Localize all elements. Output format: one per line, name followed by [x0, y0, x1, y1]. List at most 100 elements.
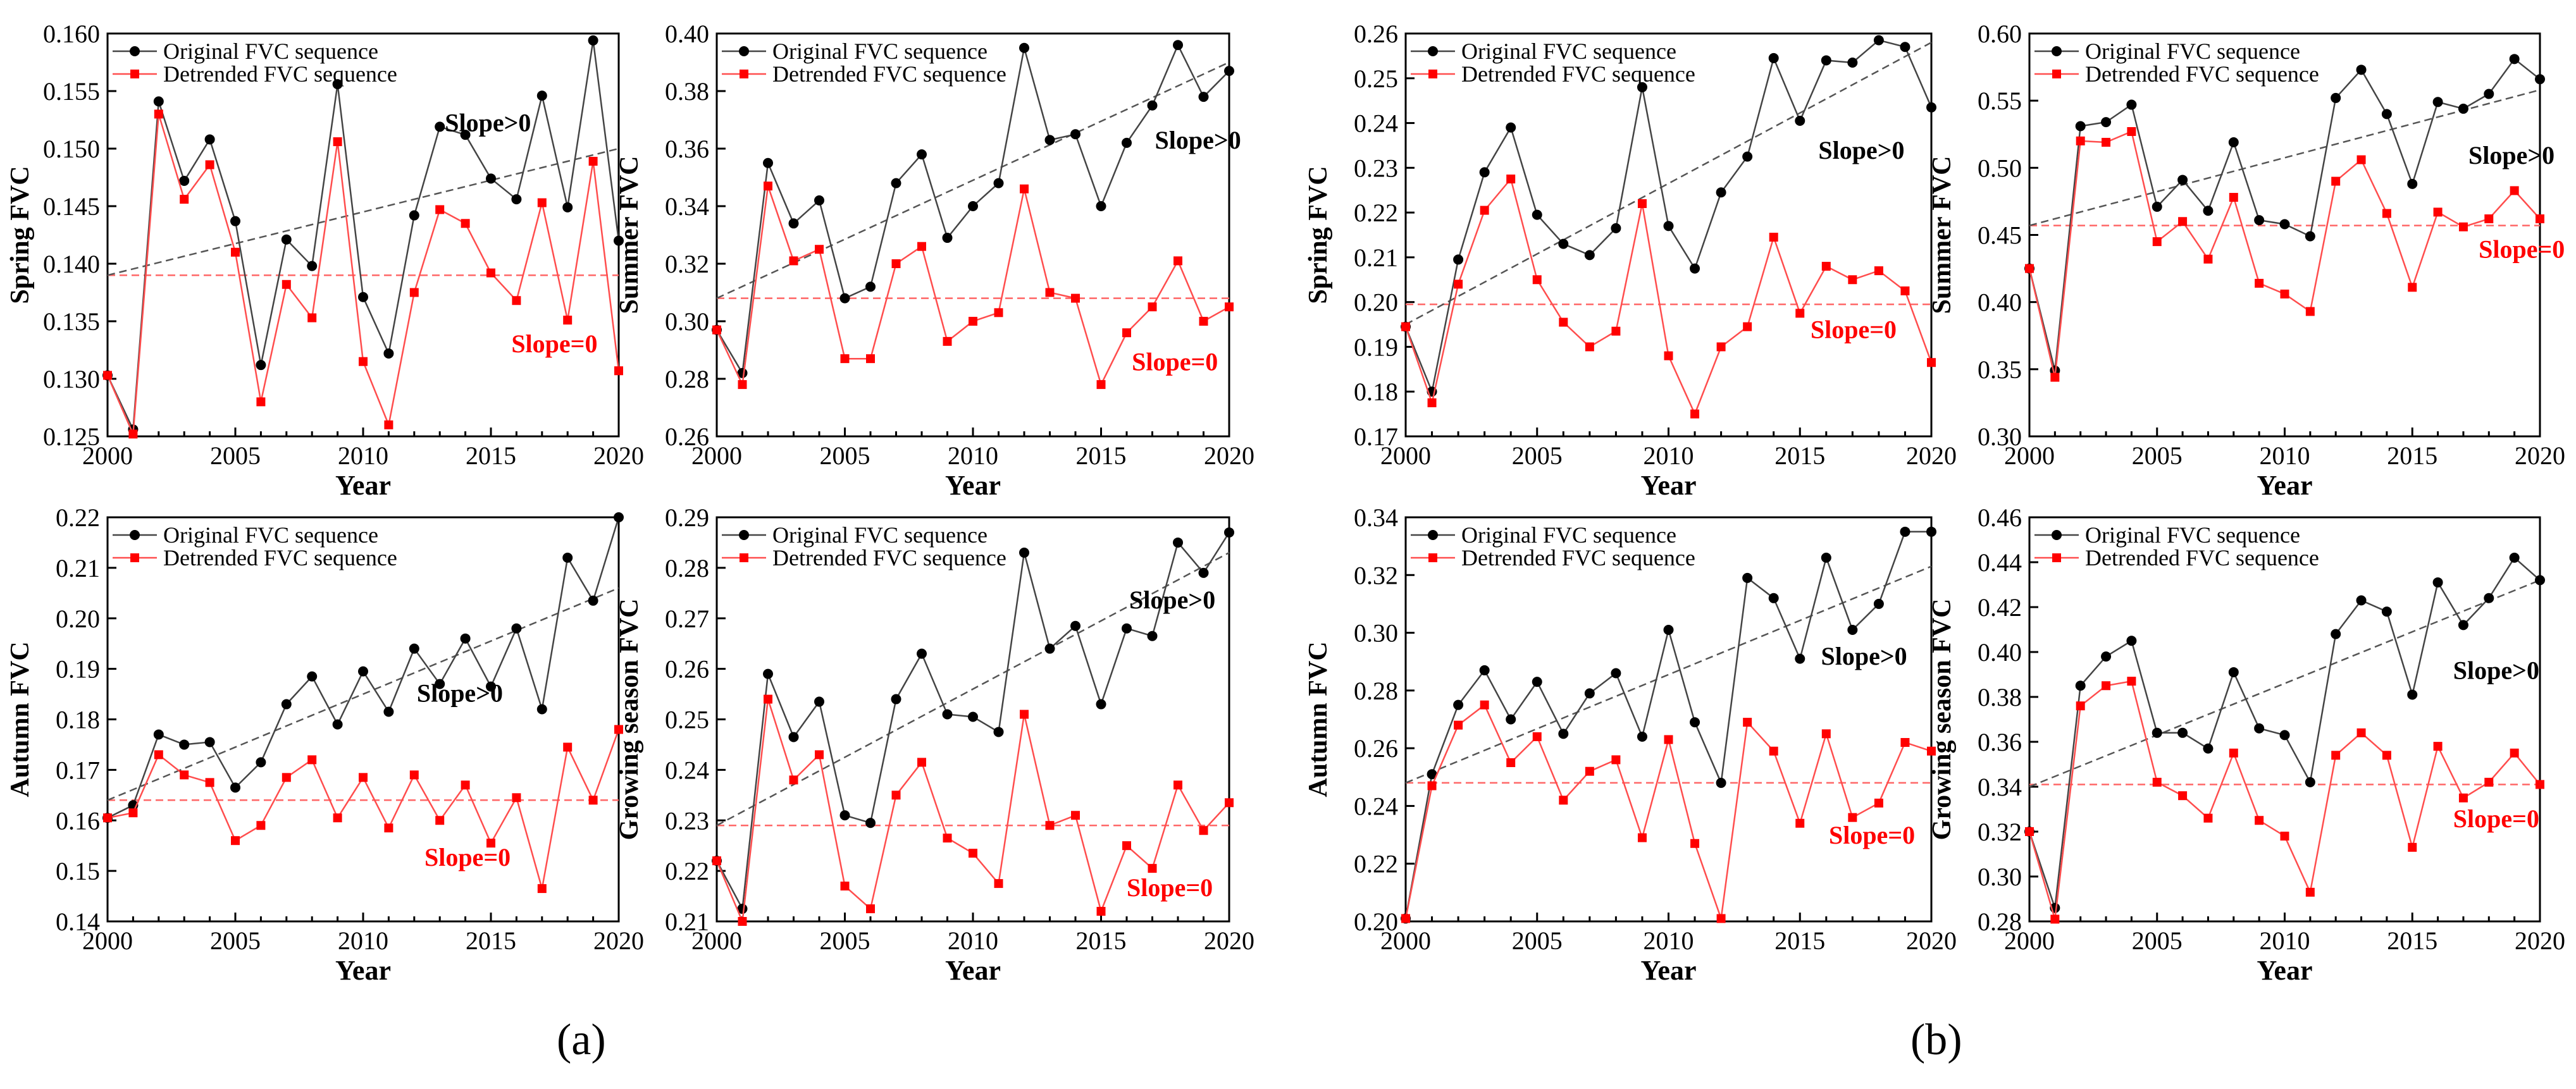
y-axis-label: Spring FVC [1304, 166, 1333, 304]
trend-line [716, 551, 1230, 827]
slope-positive-label: Slope>0 [445, 109, 531, 137]
point-original [763, 668, 773, 679]
y-tick-label: 0.34 [665, 192, 709, 221]
point-detrended [384, 420, 393, 429]
point-detrended [128, 808, 138, 818]
point-original [1742, 151, 1753, 162]
slope-zero-label: Slope=0 [1811, 315, 1897, 343]
x-axis-label: Year [2257, 955, 2313, 986]
point-detrended [435, 816, 445, 825]
point-original [1716, 777, 1726, 788]
y-tick-label: 0.24 [1354, 792, 1398, 820]
legend-label-original: Original FVC sequence [1461, 522, 1676, 548]
legend-marker-detrended [130, 553, 139, 562]
point-original [332, 719, 343, 730]
point-original [2254, 723, 2265, 734]
legend-label-original: Original FVC sequence [1461, 39, 1676, 64]
legend-marker-original [130, 46, 140, 56]
point-original [2228, 137, 2239, 147]
y-tick-label: 0.25 [665, 706, 709, 734]
trend-line [1405, 42, 1932, 326]
point-original [2228, 667, 2239, 677]
point-original [486, 173, 496, 184]
point-original [2279, 219, 2290, 230]
point-detrended [512, 296, 521, 305]
legend-label-detrended: Detrended FVC sequence [1461, 545, 1695, 570]
y-axis-label: Autumn FVC [1304, 641, 1333, 797]
point-original [1821, 552, 1831, 563]
y-tick-label: 0.40 [1978, 288, 2022, 317]
point-detrended [2127, 127, 2136, 137]
point-detrended [1506, 175, 1516, 184]
point-original [1044, 643, 1055, 654]
point-detrended [2076, 701, 2085, 711]
x-axis-label: Year [945, 955, 1001, 986]
point-original [1532, 677, 1542, 687]
point-original [2535, 74, 2545, 85]
y-tick-label: 0.18 [1354, 378, 1398, 406]
point-original [460, 633, 471, 644]
point-original [2356, 595, 2367, 606]
plot-frame [1404, 516, 1933, 923]
point-original [1716, 187, 1726, 198]
chart-4: 0.21 0.22 0.23 0.24 0.25 0.26 0.27 0.28 0.29 2000… [615, 503, 1254, 986]
point-detrended [994, 308, 1003, 317]
x-tick-label: 2000 [82, 441, 133, 470]
point-detrended [1821, 729, 1831, 739]
point-detrended [2280, 289, 2289, 298]
point-original [1768, 52, 1779, 63]
point-original [230, 216, 240, 226]
legend-label-original: Original FVC sequence [2085, 522, 2300, 548]
y-axis-label: Summer FVC [615, 156, 644, 314]
point-detrended [1559, 317, 1568, 327]
point-original [839, 293, 850, 304]
point-detrended [1585, 342, 1594, 352]
point-original [2458, 620, 2468, 631]
point-detrended [1900, 738, 1910, 748]
point-detrended [2382, 209, 2391, 218]
point-original [1821, 55, 1831, 66]
chart-5: 0.17 0.18 0.19 0.20 0.21 0.22 0.23 0.24 0.25 0.26… [1304, 20, 1957, 501]
x-axis-label: Year [335, 955, 391, 986]
y-tick-label: 0.36 [1978, 728, 2022, 756]
x-tick-label: 2000 [2004, 926, 2055, 955]
y-tick-label: 0.23 [665, 806, 709, 835]
y-tick-label: 0.22 [1354, 199, 1398, 227]
point-original [1453, 254, 1464, 265]
point-detrended [2331, 176, 2341, 186]
y-axis-label: Autumn FVC [6, 641, 35, 797]
point-original [460, 130, 471, 140]
point-original [2432, 577, 2443, 588]
plot-frame [715, 32, 1230, 438]
point-original [307, 261, 318, 271]
point-detrended [1427, 781, 1437, 791]
point-original [256, 757, 266, 768]
point-detrended [1769, 233, 1778, 242]
x-tick-label: 2020 [2515, 926, 2565, 955]
y-tick-label: 0.21 [56, 554, 100, 582]
point-detrended [738, 380, 747, 390]
point-original [2279, 730, 2290, 741]
point-original [2126, 99, 2137, 110]
y-tick-label: 0.34 [1978, 773, 2022, 801]
y-tick-label: 0.22 [56, 503, 100, 532]
point-original [256, 360, 266, 371]
y-tick-label: 0.44 [1978, 548, 2022, 577]
legend-label-detrended: Detrended FVC sequence [772, 545, 1006, 570]
point-detrended [1900, 286, 1910, 295]
y-tick-label: 0.17 [1354, 422, 1398, 451]
point-original [2458, 103, 2468, 114]
point-detrended [256, 821, 266, 830]
point-detrended [1096, 380, 1106, 390]
point-detrended [1045, 288, 1055, 297]
point-original [1173, 40, 1183, 51]
slope-zero-label: Slope=0 [424, 843, 511, 871]
point-detrended [1148, 864, 1157, 873]
point-original [1224, 66, 1234, 77]
legend-label-detrended: Detrended FVC sequence [1461, 61, 1695, 87]
point-detrended [1454, 720, 1463, 730]
point-original [1900, 526, 1910, 537]
point-detrended [840, 354, 850, 364]
point-detrended [1122, 841, 1131, 851]
slope-zero-label: Slope=0 [1132, 347, 1218, 376]
